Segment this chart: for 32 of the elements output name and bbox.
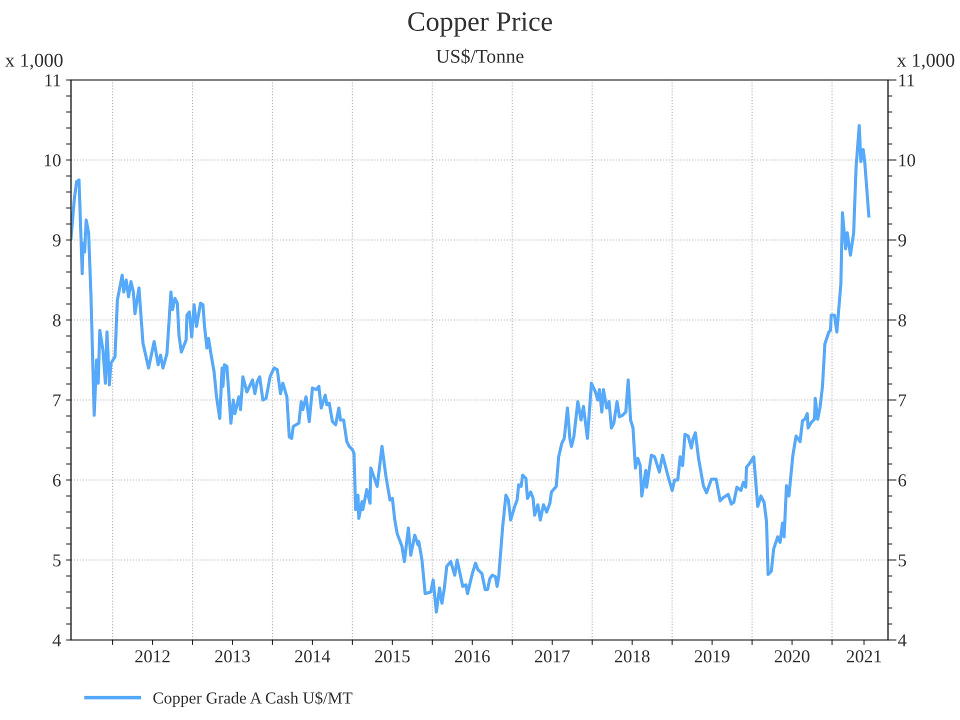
y-tick-label: 4 bbox=[52, 634, 61, 646]
y-tick-label: 5 bbox=[53, 554, 61, 566]
y2-axis-title: x 1,000 bbox=[896, 54, 954, 70]
chart-title: Copper Price bbox=[408, 12, 552, 37]
legend-label: Copper Grade A Cash U$/MT bbox=[153, 691, 352, 708]
y2-tick-label: 8 bbox=[898, 314, 906, 326]
chart-subtitle: US$/Tonne bbox=[436, 48, 524, 64]
y-axis-title: x 1,000 bbox=[5, 54, 63, 70]
x-tick-label: 2019 bbox=[694, 650, 730, 662]
x-tick-label: 2018 bbox=[614, 650, 650, 662]
y2-tick-label: 4 bbox=[898, 634, 906, 646]
x-tick-label: 2013 bbox=[215, 650, 250, 662]
y2-tick-label: 5 bbox=[898, 554, 906, 566]
y-tick-label: 7 bbox=[53, 394, 61, 406]
y-tick-label: 9 bbox=[52, 234, 61, 246]
y-tick-label: 11 bbox=[45, 74, 60, 86]
x-tick-label: 2012 bbox=[135, 650, 170, 662]
y2-tick-label: 10 bbox=[899, 154, 916, 166]
y2-tick-label: 7 bbox=[898, 394, 906, 406]
y-tick-label: 8 bbox=[52, 314, 61, 326]
x-tick-label: 2016 bbox=[455, 650, 490, 662]
y-tick-label: 10 bbox=[44, 154, 61, 166]
y2-tick-label: 6 bbox=[898, 474, 906, 486]
x-tick-label: 2015 bbox=[375, 650, 410, 662]
x-tick-label: 2017 bbox=[534, 650, 570, 662]
x-tick-label: 2021 bbox=[846, 650, 881, 662]
x-tick-label: 2014 bbox=[295, 650, 330, 662]
x-tick-label: 2020 bbox=[774, 650, 810, 662]
y2-tick-label: 9 bbox=[898, 234, 906, 246]
line-series bbox=[71, 124, 870, 614]
y-tick-label: 6 bbox=[53, 474, 61, 486]
y2-tick-label: 11 bbox=[899, 74, 914, 86]
